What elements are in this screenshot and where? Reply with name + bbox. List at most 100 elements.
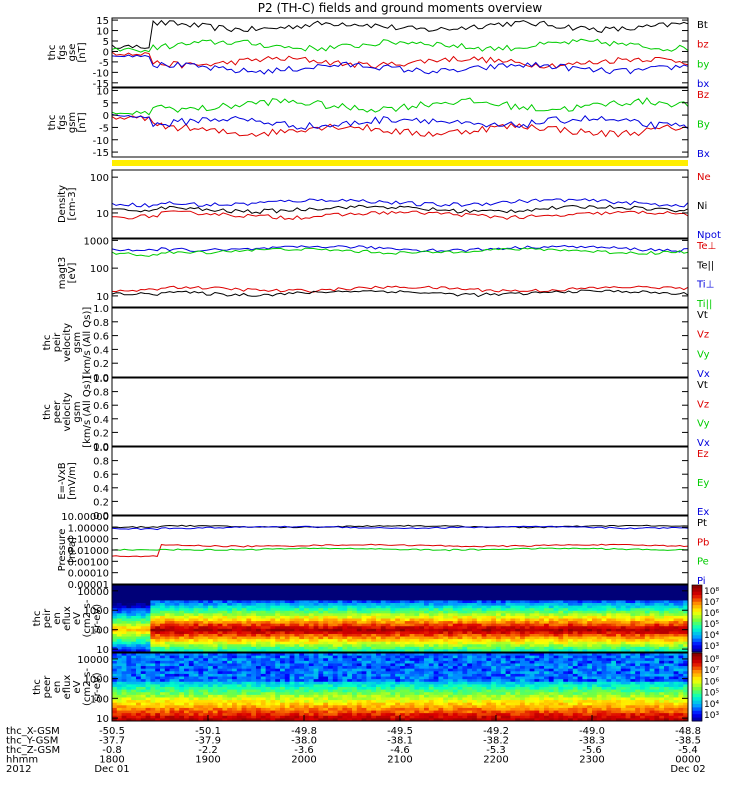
spectrogram-cell: [385, 592, 391, 596]
spectrogram-cell: [457, 646, 463, 650]
spectrogram-cell: [160, 592, 166, 596]
spectrogram-cell: [486, 597, 492, 601]
spectrogram-cell: [116, 658, 122, 662]
spectrogram-cell: [568, 597, 574, 601]
spectrogram-cell: [668, 636, 674, 640]
spectrogram-cell: [212, 592, 218, 596]
spectrogram-cell: [620, 681, 626, 685]
spectrogram-cell: [155, 628, 161, 632]
spectrogram-cell: [649, 633, 655, 637]
spectrogram-cell: [572, 613, 578, 617]
spectrogram-cell: [275, 613, 281, 617]
spectrogram-cell: [155, 676, 161, 680]
spectrogram-cell: [241, 636, 247, 640]
spectrogram-cell: [577, 618, 583, 622]
spectrogram-cell: [625, 673, 631, 677]
spectrogram-cell: [625, 621, 631, 625]
spectrogram-cell: [126, 608, 132, 612]
spectrogram-cell: [419, 633, 425, 637]
spectrogram-cell: [505, 618, 511, 622]
spectrogram-cell: [664, 613, 670, 617]
spectrogram-cell: [510, 644, 516, 648]
spectrogram-cell: [457, 679, 463, 683]
spectrogram-cell: [433, 641, 439, 645]
spectrogram-cell: [587, 671, 593, 675]
spectrogram-cell: [486, 660, 492, 664]
spectrogram-cell: [683, 644, 689, 648]
spectrogram-cell: [515, 639, 521, 643]
spectrogram-cell: [510, 658, 516, 662]
spectrogram-cell: [256, 666, 262, 670]
spectrogram-cell: [625, 681, 631, 685]
spectrogram-cell: [275, 681, 281, 685]
spectrogram-cell: [174, 660, 180, 664]
spectrogram-cell: [371, 649, 377, 653]
spectrogram-cell: [558, 603, 564, 607]
spectrogram-cell: [505, 633, 511, 637]
spectrogram-cell: [361, 639, 367, 643]
spectrogram-cell: [241, 681, 247, 685]
spectrogram-cell: [395, 623, 401, 627]
spectrogram-cell: [347, 628, 353, 632]
spectrogram-cell: [457, 631, 463, 635]
spectrogram-cell: [136, 621, 142, 625]
spectrogram-cell: [611, 608, 617, 612]
spectrogram-cell: [376, 592, 382, 596]
spectrogram-cell: [313, 649, 319, 653]
spectrogram-cell: [131, 658, 137, 662]
spectrogram-cell: [534, 641, 540, 645]
spectrogram-cell: [121, 605, 127, 609]
spectrogram-cell: [544, 595, 550, 599]
spectrogram-cell: [164, 613, 170, 617]
spectrogram-cell: [366, 666, 372, 670]
spectrogram-cell: [136, 673, 142, 677]
spectrogram-cell: [424, 590, 430, 594]
spectrogram-cell: [121, 671, 127, 675]
spectrogram-cell: [496, 653, 502, 657]
spectrogram-cell: [664, 621, 670, 625]
spectrogram-cell: [611, 628, 617, 632]
spectrogram-cell: [390, 626, 396, 630]
spectrogram-cell: [587, 590, 593, 594]
spectrogram-cell: [169, 613, 175, 617]
spectrogram-cell: [356, 679, 362, 683]
spectrogram-cell: [404, 621, 410, 625]
spectrogram-cell: [150, 646, 156, 650]
spectrogram-cell: [366, 639, 372, 643]
spectrogram-cell: [289, 587, 295, 591]
spectrogram-cell: [256, 676, 262, 680]
spectrogram-cell: [486, 615, 492, 619]
spectrogram-cell: [438, 679, 444, 683]
spectrogram-cell: [169, 663, 175, 667]
spectrogram-cell: [352, 668, 358, 672]
spectrogram-cell: [160, 687, 166, 691]
spectrogram-cell: [635, 633, 641, 637]
spectrogram-cell: [678, 684, 684, 688]
spectrogram-cell: [472, 639, 478, 643]
spectrogram-cell: [136, 684, 142, 688]
spectrogram-cell: [284, 663, 290, 667]
spectrogram-cell: [337, 660, 343, 664]
spectrogram-cell: [548, 623, 554, 627]
colorbar-step: [692, 628, 702, 633]
spectrogram-cell: [323, 655, 329, 659]
colorbar-label: 10⁷: [704, 598, 719, 608]
spectrogram-cell: [611, 666, 617, 670]
spectrogram-cell: [505, 655, 511, 659]
spectrogram-cell: [673, 600, 679, 604]
spectrogram-cell: [179, 673, 185, 677]
spectrogram-cell: [131, 613, 137, 617]
spectrogram-cell: [347, 610, 353, 614]
spectrogram-cell: [438, 641, 444, 645]
spectrogram-cell: [524, 610, 530, 614]
spectrogram-cell: [366, 626, 372, 630]
spectrogram-cell: [395, 597, 401, 601]
spectrogram-cell: [174, 631, 180, 635]
spectrogram-cell: [116, 600, 122, 604]
spectrogram-cell: [505, 615, 511, 619]
spectrogram-cell: [390, 623, 396, 627]
spectrogram-cell: [212, 646, 218, 650]
spectrogram-cell: [232, 687, 238, 691]
spectrogram-cell: [212, 605, 218, 609]
spectrogram-cell: [606, 658, 612, 662]
